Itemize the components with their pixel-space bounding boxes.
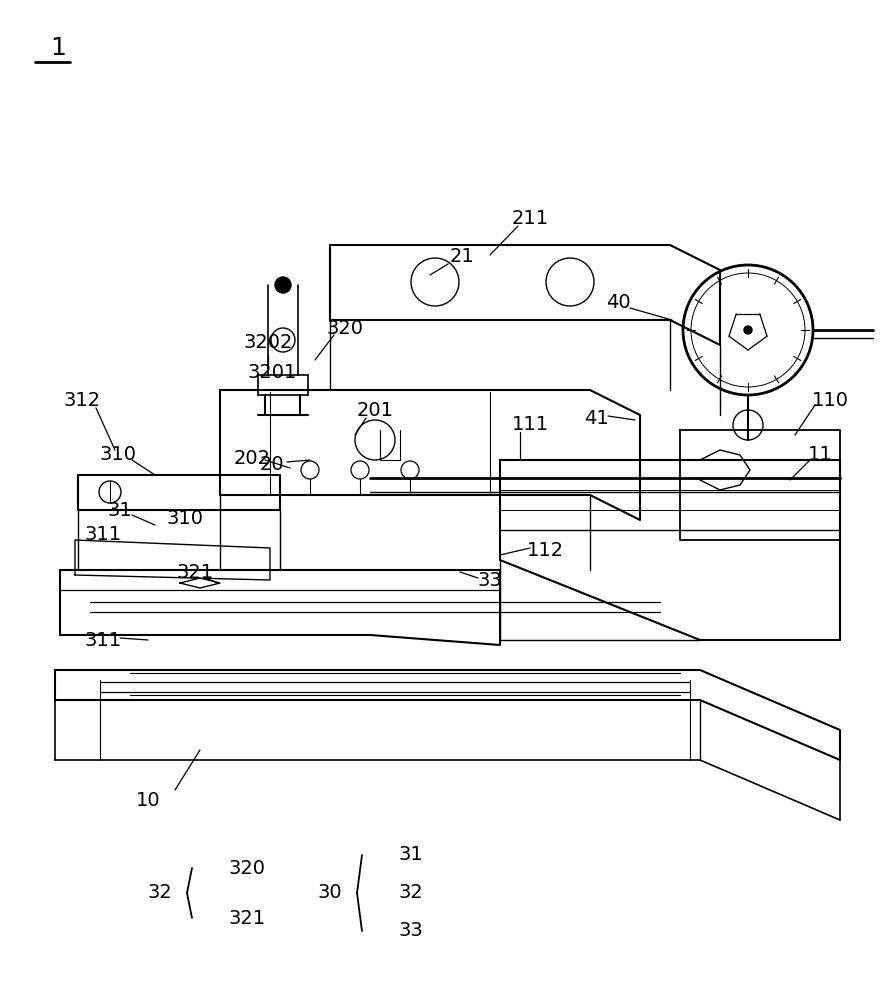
Text: 311: 311 xyxy=(85,631,122,650)
Text: 32: 32 xyxy=(148,884,172,902)
Text: 320: 320 xyxy=(229,858,266,878)
Text: 311: 311 xyxy=(85,526,122,544)
Text: 21: 21 xyxy=(450,246,475,265)
Text: 20: 20 xyxy=(260,456,285,475)
Text: 30: 30 xyxy=(317,884,342,902)
Text: 31: 31 xyxy=(108,500,133,520)
Text: 111: 111 xyxy=(512,416,549,434)
Text: 3202: 3202 xyxy=(243,332,293,352)
Text: 201: 201 xyxy=(356,400,393,420)
Text: 202: 202 xyxy=(233,448,271,468)
Text: 10: 10 xyxy=(135,790,160,810)
Text: 310: 310 xyxy=(166,508,203,528)
Text: 312: 312 xyxy=(64,390,101,410)
Text: 1: 1 xyxy=(50,36,66,60)
Text: 31: 31 xyxy=(399,846,423,864)
Text: 33: 33 xyxy=(399,922,423,940)
Text: 33: 33 xyxy=(477,570,502,589)
Text: 321: 321 xyxy=(177,562,214,582)
Text: 3201: 3201 xyxy=(248,362,297,381)
Text: 110: 110 xyxy=(812,390,849,410)
Text: 32: 32 xyxy=(399,884,423,902)
Text: 41: 41 xyxy=(583,408,608,428)
Circle shape xyxy=(744,326,752,334)
Text: 310: 310 xyxy=(100,446,136,464)
Text: 320: 320 xyxy=(326,318,363,338)
Text: 112: 112 xyxy=(527,540,564,560)
Text: 40: 40 xyxy=(606,292,630,312)
Circle shape xyxy=(275,277,291,293)
Text: 321: 321 xyxy=(229,908,266,928)
Text: 211: 211 xyxy=(512,209,549,228)
Text: 11: 11 xyxy=(808,446,833,464)
